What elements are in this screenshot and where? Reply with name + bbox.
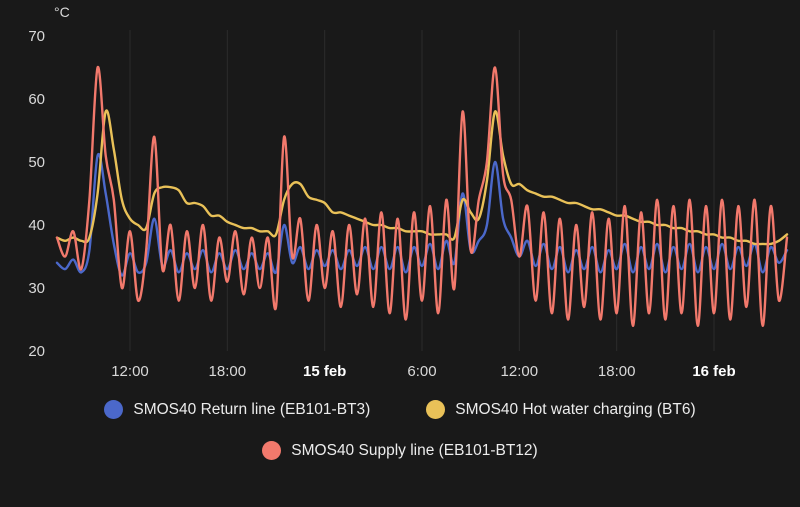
legend-label-supply-line: SMOS40 Supply line (EB101-BT12) — [291, 441, 538, 459]
y-tick-label: 60 — [28, 91, 45, 108]
x-tick-label: 16 feb — [692, 363, 735, 380]
legend-label-return-line: SMOS40 Return line (EB101-BT3) — [133, 400, 371, 418]
legend-marker-hot-water-charging — [426, 400, 446, 419]
x-tick-label: 6:00 — [407, 363, 436, 380]
legend-row-1: SMOS40 Return line (EB101-BT3) SMOS40 Ho… — [104, 400, 696, 419]
legend-item-return-line[interactable]: SMOS40 Return line (EB101-BT3) — [104, 400, 370, 419]
legend-marker-supply-line — [262, 441, 282, 460]
series-line — [55, 109, 789, 246]
legend-row-2: SMOS40 Supply line (EB101-BT12) — [262, 441, 538, 460]
line-chart-plot[interactable]: 20 30 40 50 60 70 12:00 18:00 15 feb 6:00 12:00 18:… — [0, 0, 800, 392]
y-tick-label: 20 — [28, 343, 45, 360]
legend-marker-return-line — [104, 400, 124, 419]
y-tick-label: 30 — [28, 280, 45, 297]
x-tick-label: 18:00 — [209, 363, 247, 380]
y-axis-unit-label: °C — [54, 4, 70, 20]
legend-label-hot-water-charging: SMOS40 Hot water charging (BT6) — [455, 400, 696, 418]
x-tick-label: 12:00 — [111, 363, 149, 380]
x-tick-label: 12:00 — [501, 363, 539, 380]
chart-legend: SMOS40 Return line (EB101-BT3) SMOS40 Ho… — [0, 400, 800, 460]
legend-item-supply-line[interactable]: SMOS40 Supply line (EB101-BT12) — [262, 441, 538, 460]
series-line — [55, 152, 789, 277]
x-tick-label: 18:00 — [598, 363, 636, 380]
y-tick-label: 40 — [28, 217, 45, 234]
y-tick-label: 70 — [28, 28, 45, 45]
y-tick-label: 50 — [28, 154, 45, 171]
series-line — [55, 66, 789, 328]
legend-item-hot-water-charging[interactable]: SMOS40 Hot water charging (BT6) — [426, 400, 696, 419]
x-tick-label: 15 feb — [303, 363, 346, 380]
